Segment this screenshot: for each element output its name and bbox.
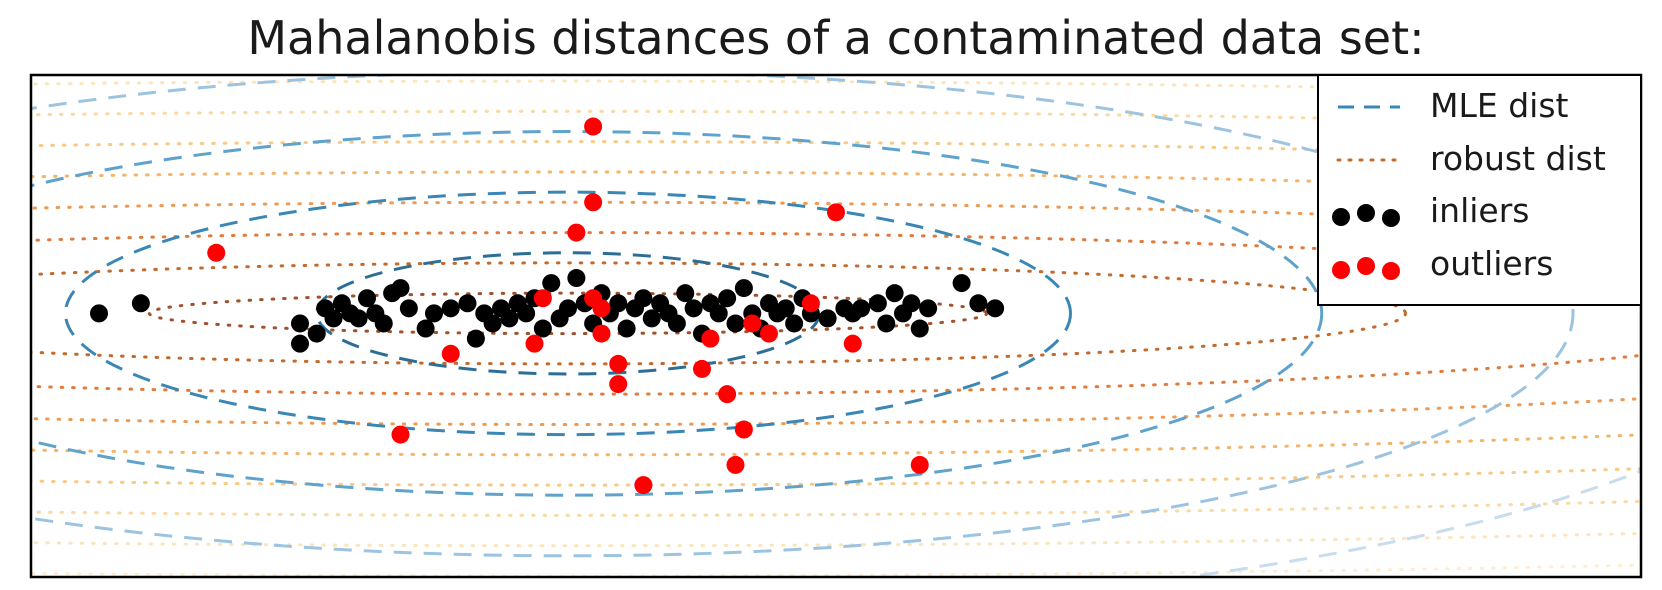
legend-label-outliers: outliers	[1430, 244, 1553, 283]
outliers-point-1	[584, 117, 603, 136]
mle-contour-2	[64, 190, 1072, 437]
inliers-point-53	[734, 279, 753, 298]
outliers-point-6	[533, 289, 552, 308]
inliers-point-41	[634, 289, 653, 308]
outliers-point-9	[801, 294, 820, 313]
legend-swatch-outliers	[1332, 257, 1400, 280]
chart-title: Mahalanobis distances of a contaminated …	[247, 11, 1424, 65]
legend-label-mle: MLE dist	[1430, 86, 1569, 125]
inliers-point-65	[852, 299, 871, 318]
inliers-point-23	[483, 314, 502, 333]
outliers-point-10	[743, 314, 762, 333]
mle-contour-4	[32, 76, 1575, 558]
inliers-point-67	[877, 314, 896, 333]
inliers-point-32	[559, 299, 577, 318]
inliers-point-16	[399, 299, 418, 318]
inlier-points	[90, 269, 1005, 353]
inliers-point-47	[684, 299, 703, 318]
inliers-point-51	[718, 289, 737, 308]
inliers-point-74	[969, 294, 988, 313]
robust-contour-1	[147, 291, 989, 336]
inliers-point-71	[910, 319, 929, 338]
legend: MLE dist robust dist inliers outliers	[1317, 74, 1642, 306]
inliers-point-59	[785, 314, 804, 333]
outliers-point-21	[734, 420, 753, 439]
outliers-point-14	[525, 334, 544, 353]
inliers-point-7	[324, 309, 343, 328]
outliers-point-23	[634, 476, 653, 495]
outliers-point-2	[584, 193, 603, 212]
inliers-point-19	[441, 299, 460, 318]
outliers-point-16	[609, 354, 628, 373]
inliers-point-20	[458, 294, 477, 313]
outliers-point-24	[910, 455, 929, 474]
inliers-point-68	[885, 284, 904, 303]
mle-contour-3	[32, 130, 1324, 497]
inliers-point-17	[416, 319, 435, 338]
outliers-point-3	[567, 223, 586, 242]
outliers-point-17	[609, 375, 628, 394]
robust-contour-2	[32, 261, 1407, 366]
inliers-point-73	[952, 274, 971, 293]
outliers-point-22	[726, 455, 745, 474]
outliers-point-4	[827, 203, 845, 222]
inliers-point-50	[709, 304, 728, 323]
inliers-point-66	[868, 294, 887, 313]
legend-swatch-inliers	[1332, 204, 1400, 227]
inliers-point-52	[726, 314, 745, 333]
inliers-point-18	[425, 304, 443, 323]
inliers-point-21	[466, 329, 485, 348]
inliers-point-30	[542, 274, 561, 293]
outliers-point-19	[718, 385, 737, 404]
outliers-point-13	[441, 344, 460, 363]
outliers-point-8	[592, 299, 611, 318]
plot-area	[32, 76, 1640, 576]
outliers-point-25	[843, 334, 862, 353]
inliers-point-72	[919, 299, 938, 318]
inliers-point-39	[617, 319, 636, 338]
legend-label-robust: robust dist	[1430, 139, 1606, 178]
robust-contour-6	[32, 140, 1640, 487]
inliers-point-5	[307, 324, 326, 343]
inliers-point-13	[374, 314, 393, 333]
outliers-point-20	[391, 425, 410, 444]
inliers-point-70	[902, 294, 921, 313]
inliers-point-2	[131, 294, 150, 313]
inliers-point-25	[500, 309, 519, 328]
inliers-point-45	[667, 314, 686, 333]
outliers-point-15	[592, 324, 611, 343]
inliers-point-75	[986, 299, 1005, 318]
inliers-point-46	[676, 284, 695, 303]
legend-label-inliers: inliers	[1430, 191, 1529, 230]
plot-frame	[29, 73, 1643, 579]
inliers-point-3	[291, 334, 309, 353]
inliers-point-58	[776, 299, 795, 318]
inliers-point-4	[291, 314, 309, 333]
outliers-point-11	[701, 329, 720, 348]
inliers-point-1	[90, 304, 108, 323]
outliers-point-12	[760, 324, 778, 343]
outliers-point-18	[693, 359, 711, 378]
inliers-point-38	[609, 294, 628, 313]
inliers-point-33	[567, 269, 586, 288]
outliers-point-5	[207, 243, 226, 262]
outlier-points	[207, 117, 929, 495]
inliers-point-62	[818, 309, 837, 328]
inliers-point-15	[391, 279, 410, 298]
inliers-point-29	[533, 319, 552, 338]
robust-contour-7	[32, 109, 1640, 517]
inliers-point-11	[358, 289, 376, 308]
inliers-point-42	[642, 309, 661, 328]
inliers-point-10	[349, 309, 368, 328]
inliers-point-27	[517, 304, 536, 323]
